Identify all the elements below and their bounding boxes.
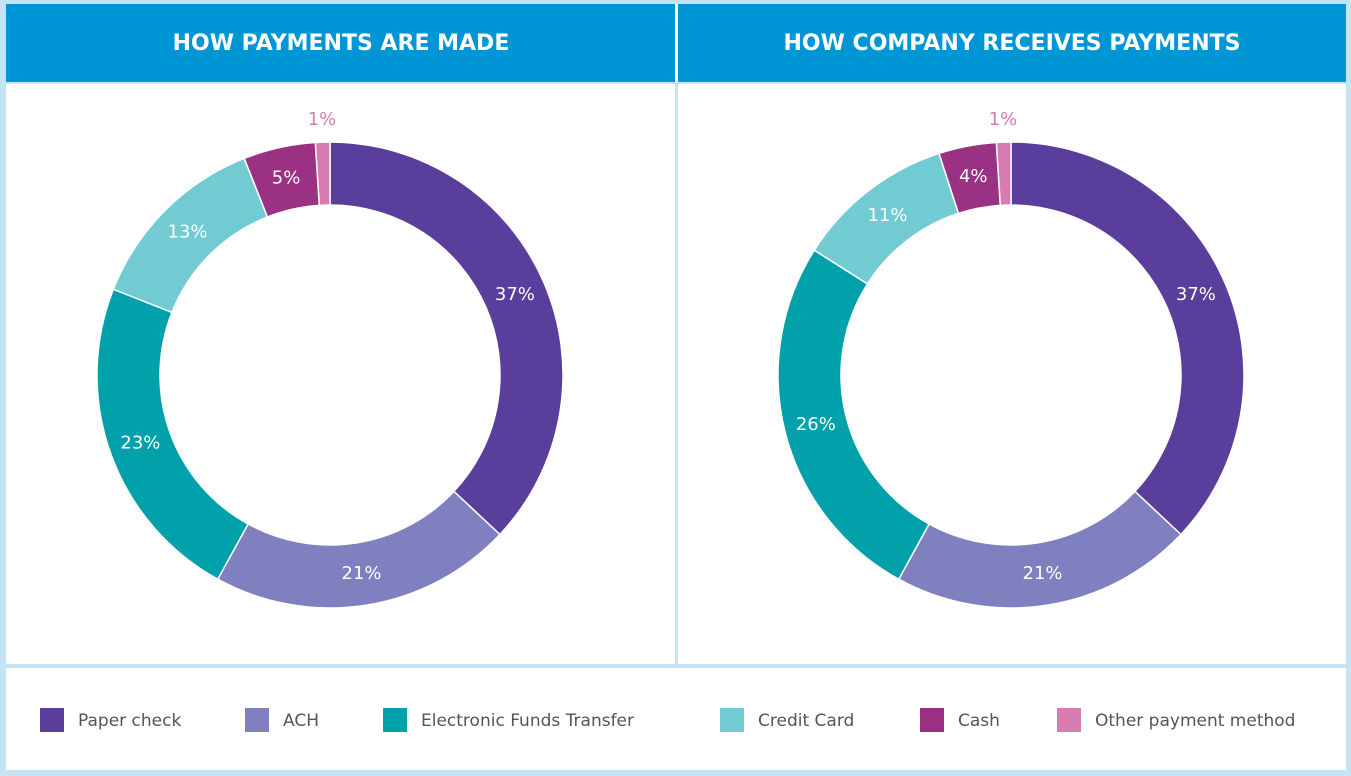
legend-label: Other payment method [1095,711,1295,731]
legend-label: Electronic Funds Transfer [421,711,634,731]
data-label: 4% [959,166,988,187]
data-label: 21% [1023,563,1063,584]
legend-label: ACH [283,711,319,731]
legend-swatch [40,708,64,732]
data-label: 21% [342,563,382,584]
slice [314,141,331,207]
slice [1010,141,1245,536]
chart-title: HOW PAYMENTS ARE MADE [173,31,510,56]
legend-swatch [245,708,269,732]
legend-label: Paper check [78,711,181,731]
slice [329,141,564,536]
data-label: 11% [867,205,907,226]
data-label: 13% [168,222,208,243]
data-label: 1% [989,109,1018,130]
legend-panel [6,668,1346,770]
data-label: 23% [120,432,160,453]
data-label: 1% [308,109,337,130]
data-label: 5% [272,167,301,188]
legend-swatch [720,708,744,732]
slice [995,141,1012,207]
legend-swatch [1057,708,1081,732]
header-divider [675,4,678,82]
data-label: 26% [796,414,836,435]
data-label: 37% [1176,284,1216,305]
data-label: 37% [495,284,535,305]
chart-title: HOW COMPANY RECEIVES PAYMENTS [784,31,1241,56]
legend-swatch [920,708,944,732]
legend-swatch [383,708,407,732]
legend-label: Credit Card [758,711,854,731]
legend-label: Cash [958,711,1000,731]
